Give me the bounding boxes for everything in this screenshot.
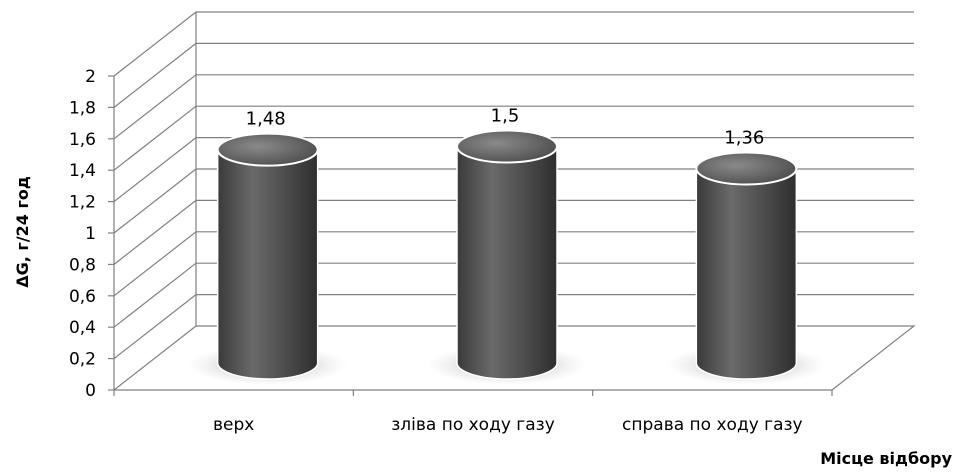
y-tick-label: 0,6	[69, 287, 96, 307]
y-axis-title: ΔG, г/24 год	[13, 176, 32, 288]
labels-layer: 0 0,2 0,4 0,6 0,8 1 1,2 1,4 1,6 1,8 2 1,48 верх 1,5 зл…	[69, 67, 803, 435]
x-axis-title: Місце відбору	[820, 449, 952, 468]
y-tick-label: 0,2	[69, 350, 96, 370]
bar-top	[695, 151, 798, 186]
y-tick-label: 1,2	[69, 193, 96, 213]
y-tick-label: 1,4	[69, 161, 96, 181]
category-label: зліва по ходу газу	[391, 415, 555, 435]
bar	[216, 148, 319, 380]
data-label: 1,5	[491, 106, 520, 127]
y-tick-label: 1,6	[69, 130, 96, 150]
bar-top	[216, 132, 319, 167]
y-tick-label: 2	[85, 67, 96, 87]
data-label: 1,36	[724, 127, 764, 148]
y-tick-label: 0,8	[69, 255, 96, 275]
y-tick-label: 1,8	[69, 98, 96, 118]
y-tick-label: 0,4	[69, 318, 96, 338]
category-label: справа по ходу газу	[622, 415, 803, 435]
data-label: 1,48	[246, 109, 286, 130]
bars-layer	[187, 129, 827, 385]
bar-top	[456, 129, 558, 164]
y-tick-label: 0	[85, 381, 96, 401]
category-label: верх	[213, 415, 254, 435]
bar	[695, 167, 798, 380]
y-tick-label: 1	[85, 224, 96, 244]
bar	[456, 145, 558, 380]
